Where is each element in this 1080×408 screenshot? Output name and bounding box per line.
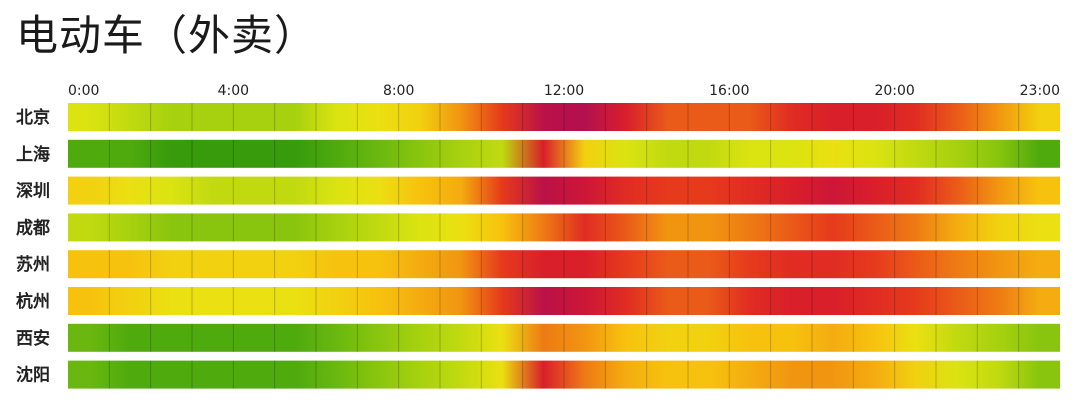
heatmap-row-band: [68, 213, 1060, 242]
heatmap-row-band: [68, 103, 1060, 131]
heatmap-row-band: [68, 250, 1060, 279]
x-tick-label: 0:00: [68, 83, 99, 99]
chart-title: 电动车（外卖）: [16, 11, 318, 60]
row-label: 杭州: [16, 291, 50, 312]
heatmap-bands: [68, 103, 1060, 389]
x-tick-label: 23:00: [1020, 83, 1060, 99]
row-label: 上海: [16, 144, 50, 165]
x-axis-ticks: 0:00 4:00 8:00 12:00 16:00 20:00 23:00: [68, 83, 1060, 99]
row-label: 苏州: [16, 254, 50, 275]
x-tick-label: 12:00: [544, 83, 584, 99]
row-label: 西安: [16, 328, 50, 349]
heatmap-row-band: [68, 323, 1060, 352]
heatmap-row-band: [68, 360, 1060, 389]
row-label: 深圳: [16, 181, 50, 202]
row-label: 北京: [16, 107, 50, 128]
x-tick-label: 20:00: [874, 83, 914, 99]
heatmap-row-band: [68, 287, 1060, 315]
x-tick-label: 8:00: [383, 83, 414, 99]
x-tick-label: 16:00: [709, 83, 749, 99]
heatmap-row-band: [68, 176, 1060, 205]
row-label: 成都: [16, 217, 50, 238]
heatmap-row-band: [68, 139, 1060, 168]
x-tick-label: 4:00: [218, 83, 249, 99]
row-label: 沈阳: [16, 365, 50, 386]
